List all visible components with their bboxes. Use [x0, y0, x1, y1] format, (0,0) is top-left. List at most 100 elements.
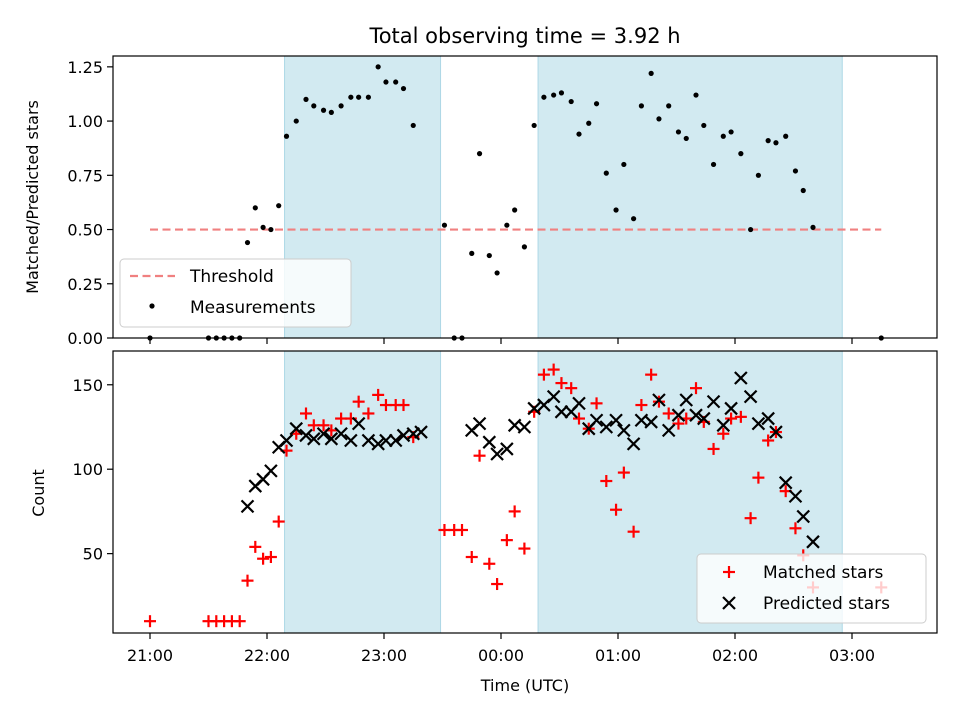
measurement-point — [666, 103, 672, 109]
x-tick-label: 22:00 — [244, 646, 290, 665]
matched-star-point — [537, 368, 550, 381]
predicted-star-point — [706, 394, 721, 409]
measurement-point — [755, 172, 762, 178]
top-observing-windows — [284, 55, 843, 339]
legend-measurements-label: Measurements — [190, 298, 316, 318]
matched-star-point — [734, 410, 747, 423]
predicted-star-point — [316, 426, 331, 441]
measurement-point — [773, 140, 779, 146]
top-y-tick-label: 1.00 — [67, 112, 103, 131]
top-y-axis-label: Matched/Predicted stars — [23, 100, 42, 294]
measurement-point — [375, 64, 381, 70]
measurement-point — [631, 216, 637, 222]
predicted-star-point — [472, 416, 487, 431]
measurement-point — [765, 138, 771, 144]
predicted-star-point — [490, 447, 504, 461]
predicted-star-point — [609, 413, 623, 428]
top-y-tick-label: 0.50 — [67, 221, 103, 240]
measurement-point — [504, 222, 510, 228]
matched-star-point — [752, 471, 765, 484]
measurement-point — [586, 120, 592, 126]
measurement-point — [410, 122, 416, 129]
predicted-star-point — [751, 416, 766, 431]
measurement-point — [441, 222, 448, 228]
matched-star-point — [473, 449, 486, 462]
matched-star-point — [144, 615, 156, 628]
measurement-point — [748, 226, 754, 233]
measurement-point — [720, 133, 726, 139]
matched-star-point — [508, 505, 521, 518]
matched-star-point — [555, 377, 568, 390]
predicted-star-point — [324, 432, 339, 446]
matched-star-point — [565, 382, 578, 395]
top-y-tick-label: 0.75 — [67, 166, 103, 185]
x-tick-label: 03:00 — [829, 646, 875, 665]
measurement-point — [293, 118, 299, 124]
matched-star-point — [645, 368, 658, 381]
top-y-axis: 0.00 0.25 0.50 0.75 1.00 1.25 — [67, 58, 113, 348]
predicted-star-point — [500, 442, 514, 456]
matched-star-point — [257, 552, 270, 565]
x-tick-label: 21:00 — [127, 646, 173, 665]
bottom-y-tick-label: 150 — [72, 376, 103, 395]
bottom-axes-frame — [112, 350, 938, 634]
measurement-point — [320, 107, 327, 113]
matched-star-point — [590, 397, 603, 410]
measurement-point — [568, 98, 574, 105]
measurement-point — [521, 244, 528, 250]
matched-star-point — [456, 523, 468, 536]
top-y-tick-label: 1.25 — [67, 58, 103, 77]
predicted-star-point — [626, 437, 641, 451]
bottom-y-axis: 50 100 150 — [72, 376, 113, 564]
top-panel: 0.00 0.25 0.50 0.75 1.00 1.25 Matched/Predict… — [23, 55, 938, 348]
matched-star-point — [483, 557, 496, 570]
matched-star-point — [264, 551, 277, 564]
measurement-point — [303, 96, 309, 102]
bottom-window-1 — [284, 350, 442, 634]
matched-star-point — [317, 419, 330, 432]
measurement-point — [710, 161, 717, 168]
legend-matched-swatch — [723, 566, 735, 578]
predicted-star-point — [796, 509, 811, 524]
matched-star-point — [352, 395, 365, 408]
measurement-point — [244, 239, 251, 246]
predicted-star-point — [689, 408, 703, 422]
measurement-point — [738, 151, 744, 157]
predicted-star-point — [589, 413, 604, 428]
predicted-star-point — [361, 433, 376, 448]
measurement-point — [675, 129, 682, 135]
predicted-star-point — [307, 432, 321, 446]
matched-star-point — [762, 434, 775, 447]
matched-star-point — [573, 412, 585, 425]
predicted-star-point — [806, 535, 820, 549]
matched-star-point — [635, 399, 648, 412]
measurement-point — [469, 250, 475, 256]
predicted-star-point — [671, 408, 686, 422]
predicted-star-point — [554, 405, 569, 419]
measurement-point — [593, 101, 600, 107]
top-legend-box — [119, 258, 352, 328]
matched-star-point — [300, 407, 312, 420]
measurement-point — [683, 135, 689, 142]
measurement-point — [268, 226, 274, 233]
predicted-star-point — [778, 475, 793, 490]
matched-star-point — [717, 427, 730, 440]
predicted-star-point — [769, 425, 783, 439]
measurement-point — [558, 90, 565, 96]
predicted-star-point — [482, 435, 497, 449]
measurement-point — [276, 203, 282, 209]
predicted-star-point — [661, 423, 676, 438]
measurement-point — [656, 116, 662, 122]
predicted-star-point — [546, 389, 561, 404]
bottom-y-tick-label: 100 — [72, 460, 103, 479]
bottom-y-axis-label: Count — [29, 469, 48, 517]
measurement-point — [393, 79, 399, 85]
top-x-ticks — [149, 338, 853, 344]
measurement-point — [260, 224, 266, 230]
matched-star-point — [547, 363, 560, 376]
matched-star-point — [610, 503, 623, 516]
chart-title: Total observing time = 3.92 h — [368, 24, 680, 48]
matched-star-point — [362, 407, 375, 420]
predicted-star-point — [334, 426, 348, 441]
measurement-point — [348, 94, 354, 100]
